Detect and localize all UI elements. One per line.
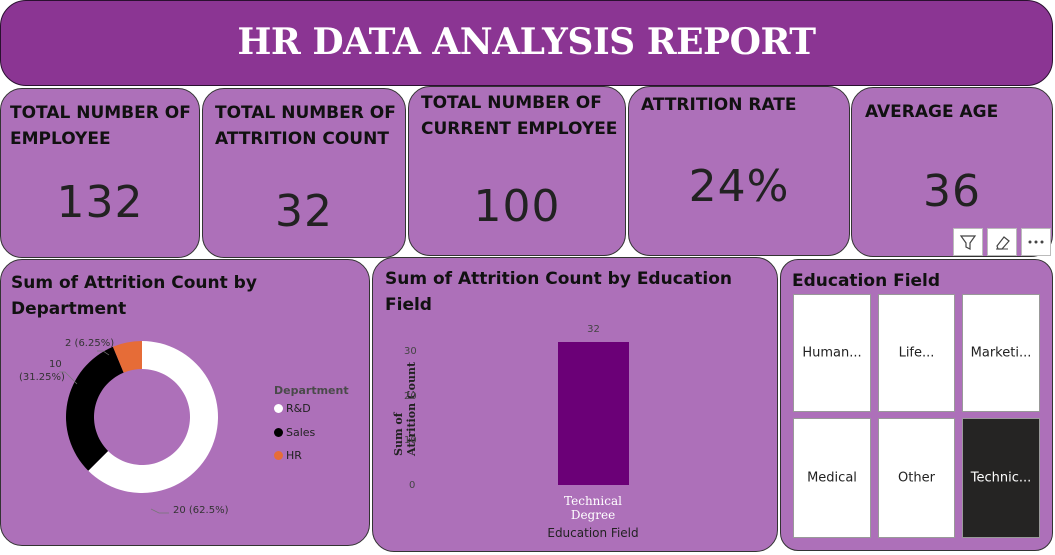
x-tick-line1: Technical — [564, 494, 622, 508]
bar-data-label: 32 — [587, 324, 600, 336]
slicer-tile-marketing[interactable]: Marketi... — [962, 294, 1040, 412]
legend-dot — [274, 451, 283, 460]
kpi-card-current-employee[interactable]: TOTAL NUMBER OF CURRENT EMPLOYEE 100 — [408, 86, 626, 256]
donut-slice-rnd[interactable] — [88, 341, 218, 493]
donut-slice-sales[interactable] — [66, 346, 124, 471]
more-options-icon — [1028, 240, 1044, 244]
kpi-value: 132 — [56, 177, 144, 228]
kpi-value: 100 — [473, 181, 561, 232]
slicer-tile-label: Marketi... — [970, 345, 1032, 361]
slicer-tile-label: Technic... — [970, 470, 1032, 486]
y-tick: 20 — [404, 391, 417, 402]
department-donut-card[interactable]: Sum of Attrition Count by Department 2 (… — [0, 259, 370, 546]
kpi-label: TOTAL NUMBER OF EMPLOYEE — [10, 103, 191, 149]
kpi-label: TOTAL NUMBER OF ATTRITION COUNT — [215, 103, 396, 149]
kpi-label: AVERAGE AGE — [865, 102, 999, 122]
slicer-tile-other[interactable]: Other — [878, 418, 955, 538]
slicer-title: Education Field — [792, 271, 941, 291]
eraser-icon — [996, 236, 1010, 250]
report-header: HR DATA ANALYSIS REPORT — [0, 0, 1053, 86]
y-tick: 10 — [404, 435, 417, 446]
donut-chart[interactable] — [1, 260, 371, 547]
clear-selections-button[interactable] — [987, 228, 1017, 256]
legend-label: Sales — [286, 426, 316, 439]
legend-item-rnd[interactable]: R&D — [274, 402, 311, 415]
slicer-tile-life[interactable]: Life... — [878, 294, 955, 412]
donut-label-hr: 2 (6.25%) — [65, 338, 115, 349]
legend-item-sales[interactable]: Sales — [274, 426, 315, 439]
visual-header-toolbar — [953, 228, 1053, 256]
donut-leader-line — [59, 371, 78, 385]
slicer-tile-medical[interactable]: Medical — [793, 418, 871, 538]
legend-label: HR — [286, 449, 302, 462]
slicer-tile-human[interactable]: Human... — [793, 294, 871, 412]
filter-icon — [959, 235, 977, 250]
kpi-card-attrition-count[interactable]: TOTAL NUMBER OF ATTRITION COUNT 32 — [202, 88, 406, 258]
kpi-value: 36 — [923, 166, 981, 217]
kpi-label: TOTAL NUMBER OF CURRENT EMPLOYEE — [421, 93, 618, 139]
legend-title: Department — [274, 384, 349, 397]
donut-leader-line — [97, 350, 110, 356]
education-bar-card[interactable]: Sum of Attrition Count by Education Fiel… — [372, 257, 778, 552]
donut-label-rnd: 20 (62.5%) — [173, 505, 229, 516]
y-tick: 30 — [404, 346, 417, 357]
slicer-tile-technical[interactable]: Technic... — [962, 418, 1040, 538]
filter-button[interactable] — [953, 228, 983, 256]
x-tick-label: Technical Degree — [543, 494, 643, 522]
slicer-tile-label: Life... — [898, 345, 935, 361]
y-tick: 0 — [409, 480, 416, 491]
education-field-slicer[interactable]: Education Field Human... Life... Marketi… — [780, 259, 1053, 551]
more-options-button[interactable] — [1021, 228, 1051, 256]
donut-label-sales-pct: (31.25%) — [19, 372, 65, 383]
legend-label: R&D — [286, 402, 311, 415]
slicer-tile-label: Medical — [807, 470, 857, 486]
report-title: HR DATA ANALYSIS REPORT — [237, 21, 816, 63]
donut-leader-line — [150, 508, 169, 514]
donut-label-sales-value: 10 — [49, 359, 62, 370]
x-tick-line2: Degree — [570, 508, 616, 522]
kpi-value: 24% — [688, 161, 790, 212]
kpi-card-total-employee[interactable]: TOTAL NUMBER OF EMPLOYEE 132 — [0, 88, 200, 258]
kpi-card-average-age[interactable]: AVERAGE AGE 36 — [851, 87, 1053, 257]
x-axis-label: Education Field — [547, 526, 639, 540]
slicer-tile-label: Human... — [802, 345, 862, 361]
donut-slice-hr[interactable] — [112, 341, 142, 373]
kpi-label: ATTRITION RATE — [641, 95, 797, 115]
kpi-value: 32 — [275, 186, 333, 237]
donut-title: Sum of Attrition Count by Department — [11, 273, 257, 319]
slicer-tile-label: Other — [898, 470, 935, 486]
legend-dot — [274, 404, 283, 413]
bar-title: Sum of Attrition Count by Education Fiel… — [385, 269, 732, 315]
bar-technical-degree[interactable] — [558, 342, 629, 485]
kpi-card-attrition-rate[interactable]: ATTRITION RATE 24% — [628, 86, 850, 256]
legend-item-hr[interactable]: HR — [274, 449, 302, 462]
legend-dot — [274, 428, 283, 437]
